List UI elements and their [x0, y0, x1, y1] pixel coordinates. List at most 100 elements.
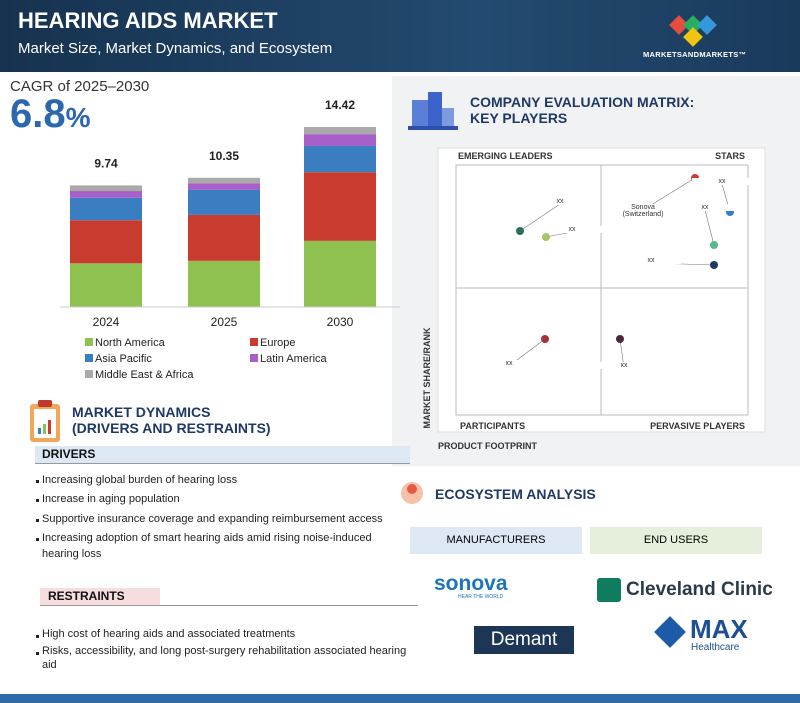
cagr-label: CAGR of 2025–2030 — [10, 78, 150, 95]
dynamics-title: (DRIVERS AND RESTRAINTS) — [72, 420, 271, 436]
total-label: 10.35 — [209, 149, 239, 163]
matrix-frame — [437, 147, 766, 433]
bullet — [36, 480, 39, 483]
driver-item: Increase in aging population — [42, 493, 180, 505]
legend-swatch — [85, 354, 93, 362]
company-dot — [710, 261, 718, 269]
ecosystem-title: ECOSYSTEM ANALYSIS — [435, 486, 596, 502]
subtitle: Market Size, Market Dynamics, and Ecosys… — [18, 40, 333, 57]
bar-segment — [304, 127, 376, 135]
total-label: 9.74 — [94, 156, 118, 170]
logo-demant: Demant — [490, 629, 558, 650]
matrix-title: COMPANY EVALUATION MATRIX: — [470, 94, 695, 110]
column-header: END USERS — [643, 534, 709, 546]
restraints-heading: RESTRAINTS — [48, 589, 125, 603]
bar-segment — [70, 191, 142, 198]
driver-item: Increasing adoption of smart hearing aid… — [42, 532, 372, 560]
dynamics-title: MARKET DYNAMICS — [72, 404, 211, 420]
title: HEARING AIDS MARKET — [18, 8, 278, 33]
company-dot — [542, 233, 550, 241]
legend-label: Latin America — [260, 353, 328, 365]
legend-label: Asia Pacific — [95, 353, 152, 365]
company-label: xx — [675, 204, 735, 211]
bar-segment — [304, 145, 376, 173]
bar-segment — [188, 214, 260, 261]
bullet — [36, 652, 39, 655]
legend-swatch — [250, 338, 258, 346]
legend-label: North America — [95, 337, 166, 349]
column-band — [590, 527, 762, 554]
company-label: xx — [530, 198, 590, 205]
footer-band — [0, 694, 800, 703]
logo-sonova: sonova — [434, 572, 508, 595]
logo-icon — [597, 578, 621, 602]
bar-segment — [304, 240, 376, 307]
legend-swatch — [250, 354, 258, 362]
brand-logo — [669, 15, 717, 47]
restraints-rule — [40, 605, 418, 606]
header-band — [0, 0, 800, 72]
company-dot — [516, 227, 524, 235]
bar-segment — [70, 185, 142, 192]
x-tick-label: 2024 — [93, 315, 120, 329]
company-dot — [616, 335, 624, 343]
cagr: 6.8% — [10, 92, 91, 137]
matrix-icon — [408, 92, 458, 130]
matrix-title: KEY PLAYERS — [470, 110, 568, 126]
cagr-unit: % — [65, 102, 91, 133]
quadrant-label: PARTICIPANTS — [460, 421, 525, 431]
dynamics-icon — [30, 400, 60, 442]
logo-cleveland: Cleveland Clinic — [626, 579, 773, 600]
legend-swatch — [85, 338, 93, 346]
legend-label: Europe — [260, 337, 295, 349]
brand: MARKETSANDMARKETS™ — [643, 50, 747, 59]
legend-swatch — [85, 370, 93, 378]
quadrant-label: STARS — [715, 151, 745, 161]
restraints-band — [40, 588, 160, 605]
company-label: Sonova (Switzerland) — [613, 204, 673, 218]
bar-segment — [304, 134, 376, 146]
driver-item: Supportive insurance coverage and expand… — [42, 513, 383, 525]
total-label: 14.42 — [325, 98, 355, 112]
x-tick-label: 2030 — [327, 315, 354, 329]
bar-segment — [188, 260, 260, 307]
bar-segment — [188, 183, 260, 190]
column-band — [410, 527, 582, 554]
driver-item: Increasing global burden of hearing loss — [42, 474, 238, 486]
bar-segment — [304, 172, 376, 241]
company-label: xx — [692, 178, 752, 185]
bullet — [36, 499, 39, 502]
legend-label: Middle East & Africa — [95, 369, 194, 381]
quadrant-label: EMERGING LEADERS — [458, 151, 553, 161]
bullet — [36, 538, 39, 541]
bar-segment — [70, 220, 142, 264]
company-dot — [541, 335, 549, 343]
bullet — [36, 635, 39, 638]
logo-sonova-tagline: HEAR THE WORLD — [458, 594, 504, 600]
ecosystem-icon — [407, 484, 417, 494]
y-axis-label: MARKET SHARE/RANK — [422, 327, 432, 429]
column-header: MANUFACTURERS — [446, 534, 546, 546]
leader-line — [704, 209, 715, 246]
company-label: xx — [542, 226, 602, 233]
company-label: xx — [621, 257, 681, 264]
bullet — [36, 519, 39, 522]
drivers-band — [35, 446, 410, 464]
logo-max: MAX — [690, 614, 748, 644]
bar-segment — [70, 263, 142, 307]
restraint-item: Risks, accessibility, and long post-surg… — [42, 645, 407, 671]
cagr-value: 6.8 — [10, 92, 66, 136]
x-tick-label: 2025 — [211, 315, 238, 329]
logo-demant-box — [474, 626, 574, 654]
drivers-heading: DRIVERS — [42, 447, 96, 461]
restraint-item: High cost of hearing aids and associated… — [42, 628, 296, 640]
leader-line — [519, 203, 561, 232]
bar-segment — [188, 177, 260, 184]
company-label: xx — [479, 360, 539, 367]
logo-max-sub: Healthcare — [691, 642, 740, 653]
bar-segment — [188, 189, 260, 215]
quadrant-label: PERVASIVE PLAYERS — [650, 421, 745, 431]
bar-segment — [70, 197, 142, 221]
